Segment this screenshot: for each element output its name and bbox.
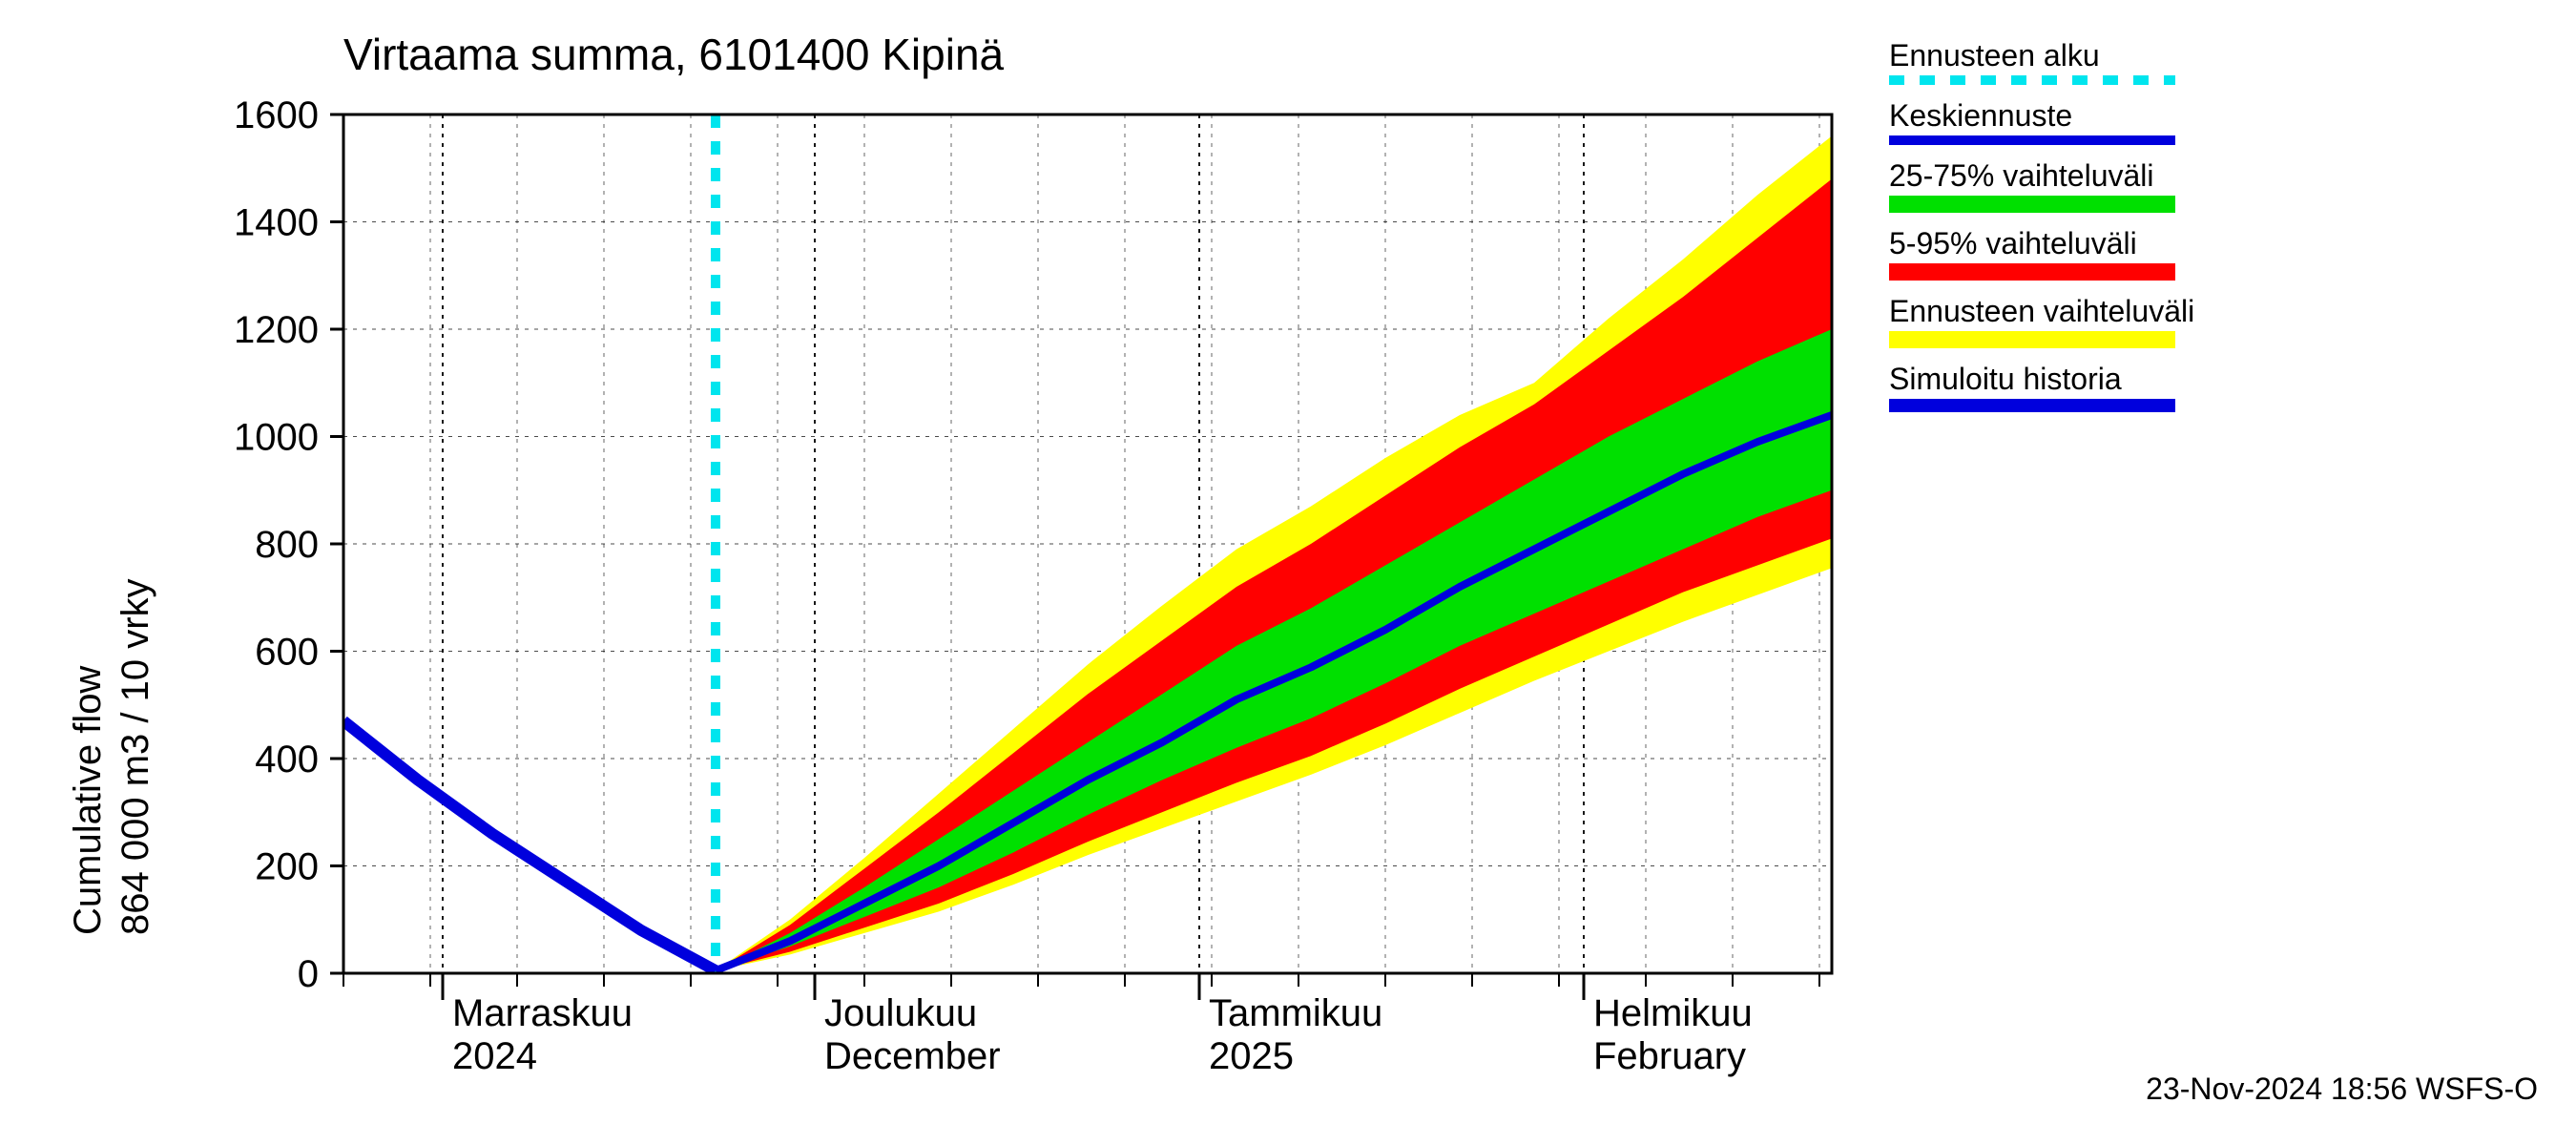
legend-label: Simuloitu historia: [1889, 362, 2347, 397]
svg-text:1400: 1400: [234, 202, 319, 244]
svg-text:2024: 2024: [452, 1035, 537, 1077]
legend-label: 25-75% vaihteluväli: [1889, 158, 2347, 194]
legend-swatch: [1889, 135, 2175, 145]
legend-entry: 5-95% vaihteluväli: [1889, 226, 2347, 290]
svg-text:600: 600: [255, 632, 319, 674]
svg-text:2025: 2025: [1209, 1035, 1294, 1077]
svg-text:December: December: [824, 1035, 1001, 1077]
legend-entry: 25-75% vaihteluväli: [1889, 158, 2347, 222]
legend-swatch: [1889, 399, 2175, 412]
svg-text:Tammikuu: Tammikuu: [1209, 992, 1382, 1034]
svg-text:1600: 1600: [234, 94, 319, 136]
legend-entry: Keskiennuste: [1889, 98, 2347, 155]
svg-text:200: 200: [255, 846, 319, 888]
legend-label: Ennusteen alku: [1889, 38, 2347, 73]
svg-text:Helmikuu: Helmikuu: [1593, 992, 1753, 1034]
timestamp-label: 23-Nov-2024 18:56 WSFS-O: [2146, 1072, 2538, 1107]
legend-entry: Ennusteen vaihteluväli: [1889, 294, 2347, 358]
y-axis-label-1: Cumulative flow: [67, 666, 110, 935]
svg-text:0: 0: [298, 953, 319, 995]
y-axis-label-2: 864 000 m3 / 10 vrky: [114, 578, 157, 935]
svg-text:1000: 1000: [234, 417, 319, 459]
svg-text:400: 400: [255, 739, 319, 781]
chart-title: Virtaama summa, 6101400 Kipinä: [343, 29, 1004, 80]
svg-text:Joulukuu: Joulukuu: [824, 992, 977, 1034]
legend-swatch: [1889, 196, 2175, 213]
svg-text:Marraskuu: Marraskuu: [452, 992, 633, 1034]
legend-entry: Simuloitu historia: [1889, 362, 2347, 422]
legend-label: Keskiennuste: [1889, 98, 2347, 134]
svg-text:1200: 1200: [234, 309, 319, 351]
svg-text:800: 800: [255, 524, 319, 566]
legend-swatch: [1889, 75, 2175, 85]
legend-swatch: [1889, 263, 2175, 281]
svg-text:February: February: [1593, 1035, 1746, 1077]
legend-entry: Ennusteen alku: [1889, 38, 2347, 94]
legend-label: Ennusteen vaihteluväli: [1889, 294, 2347, 329]
legend: Ennusteen alku Keskiennuste 25-75% vaihtel…: [1889, 38, 2347, 426]
legend-swatch: [1889, 331, 2175, 348]
chart-container: Virtaama summa, 6101400 Kipinä Cumulativ…: [0, 0, 2576, 1145]
legend-label: 5-95% vaihteluväli: [1889, 226, 2347, 261]
